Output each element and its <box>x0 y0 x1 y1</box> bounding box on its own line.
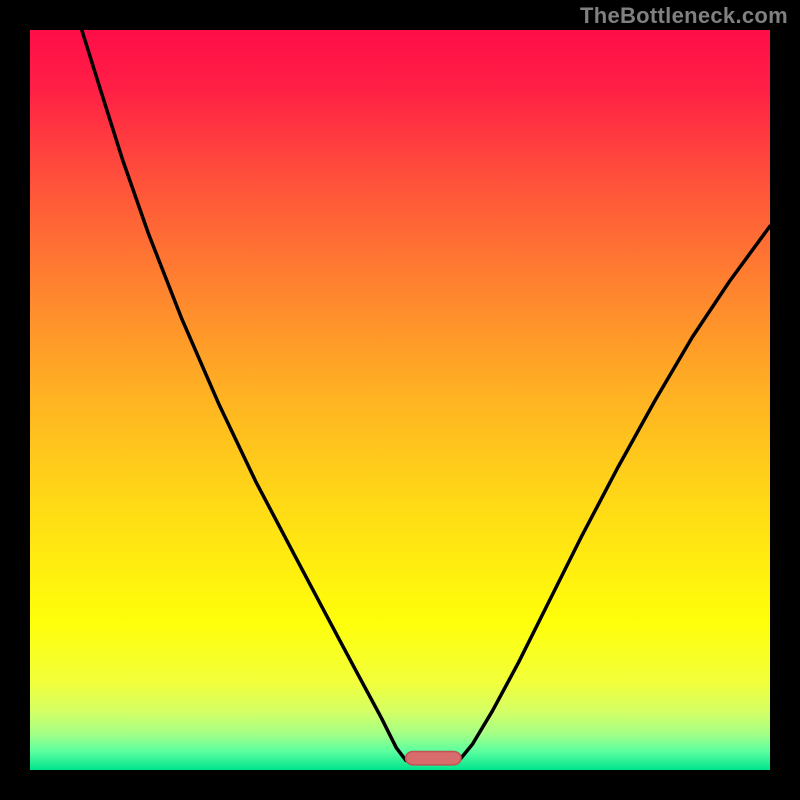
plot-background <box>30 30 770 770</box>
bottleneck-chart: TheBottleneck.com <box>0 0 800 800</box>
optimum-marker <box>406 752 462 765</box>
watermark-text: TheBottleneck.com <box>580 3 788 29</box>
chart-svg <box>0 0 800 800</box>
